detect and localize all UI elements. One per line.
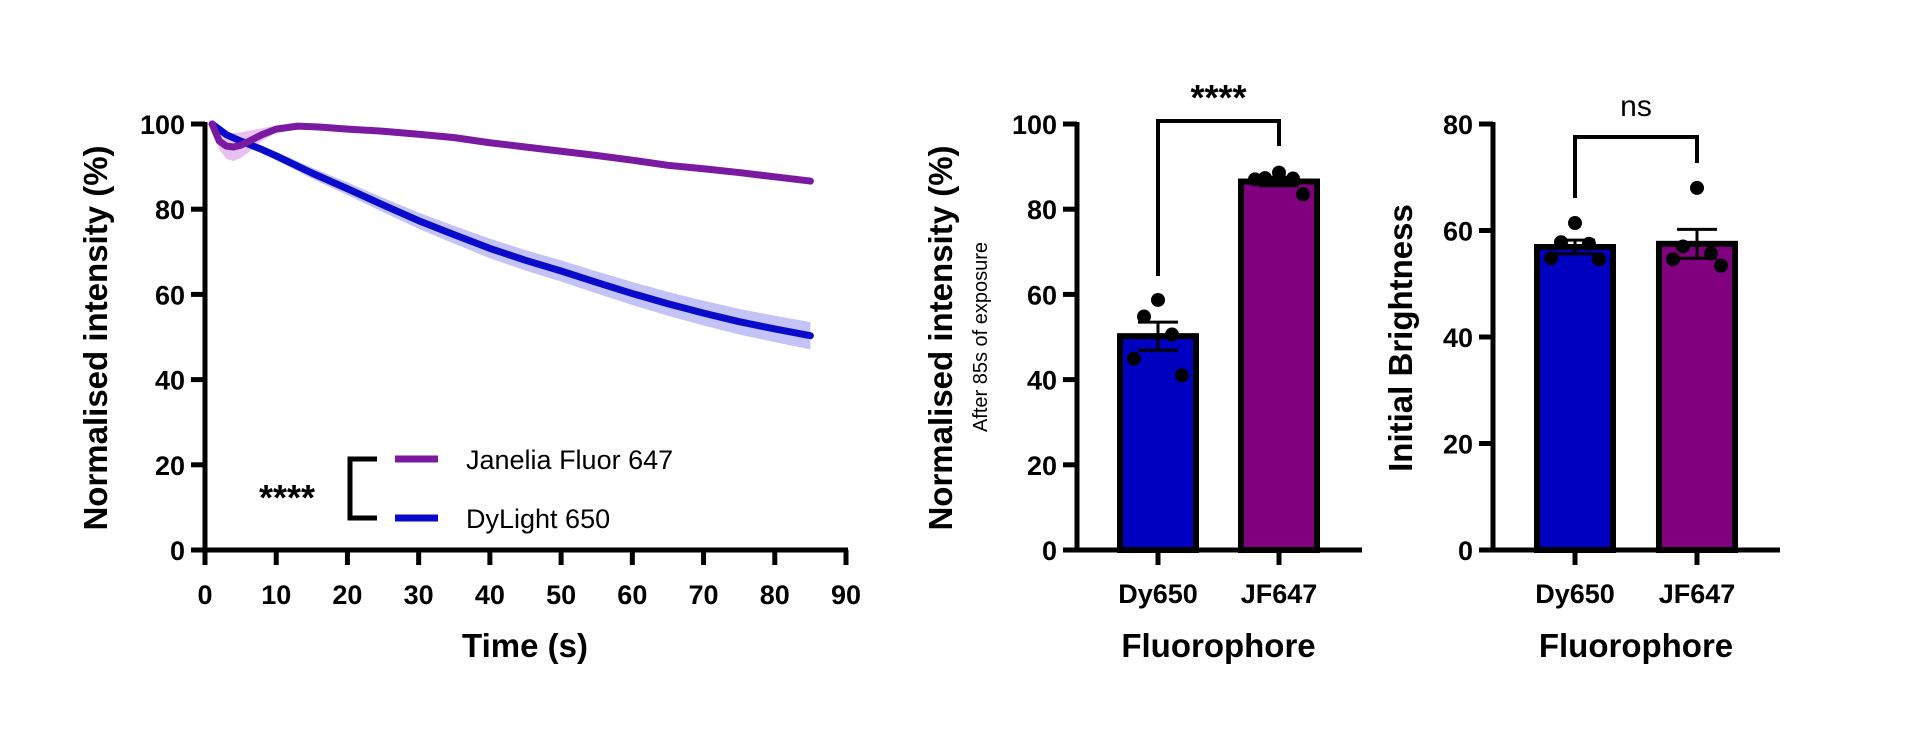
data-point	[1714, 258, 1728, 273]
bar-JF647	[1238, 178, 1320, 553]
y-tick-label: 80	[1027, 195, 1057, 225]
y-tick-label: 40	[155, 366, 185, 396]
bar-Dy650	[1117, 333, 1199, 554]
x-tick-label: 80	[760, 580, 790, 610]
x-tick-label: Dy650	[1535, 579, 1615, 609]
significance-label: ****	[259, 477, 315, 518]
bar-chart-2: Dy650 JF647 0 20 40 60 80 Fluorophore Initial Br…	[1382, 90, 1780, 664]
y-tick-label: 60	[1027, 280, 1057, 310]
data-point	[1286, 171, 1300, 186]
bar-Dy650	[1534, 244, 1616, 553]
y-tick-label: 60	[1443, 217, 1473, 247]
y-tick-label: 0	[1042, 536, 1057, 566]
legend-label-0: Janelia Fluor 647	[466, 445, 673, 475]
significance-bracket	[347, 456, 377, 521]
error-band-1	[212, 124, 811, 350]
x-tick-label: JF647	[1659, 579, 1736, 609]
x-tick-label: 20	[332, 580, 362, 610]
x-tick-label: 60	[617, 580, 647, 610]
x-tick-label: JF647	[1241, 579, 1318, 609]
y-axis-title: Normalised intensity (%)	[922, 145, 959, 530]
data-point	[1151, 292, 1165, 307]
data-point	[1554, 235, 1568, 250]
y-tick-label: 60	[155, 280, 185, 310]
x-tick-label: 30	[404, 580, 434, 610]
data-point	[1676, 239, 1690, 254]
y-tick-label: 100	[140, 110, 185, 140]
data-point	[1592, 252, 1606, 267]
significance-label: ****	[1190, 77, 1246, 118]
y-tick-label: 100	[1012, 110, 1057, 140]
y-tick-label: 40	[1443, 323, 1473, 353]
y-axis-title: Initial Brightness	[1382, 204, 1419, 472]
bar-JF647	[1656, 240, 1738, 553]
y-tick-label: 0	[170, 536, 185, 566]
significance-bracket	[1156, 119, 1281, 276]
data-point	[1690, 180, 1704, 195]
data-point	[1248, 172, 1262, 187]
data-point	[1666, 252, 1680, 267]
data-point	[1704, 246, 1718, 261]
data-point	[1544, 251, 1558, 266]
x-tick-label: 50	[546, 580, 576, 610]
x-axis-title: Time (s)	[462, 627, 588, 664]
data-point	[1127, 351, 1141, 366]
series-line-0	[208, 120, 814, 185]
legend-label-1: DyLight 650	[466, 504, 610, 534]
significance-bracket	[1573, 135, 1699, 198]
y-tick-label: 20	[155, 451, 185, 481]
bar-chart-1: Dy650 JF647 0 20 40 60 80 100 Fluorophore Normali…	[922, 77, 1362, 664]
x-tick-label: 90	[831, 580, 861, 610]
data-point	[1137, 309, 1151, 324]
y-tick-label: 20	[1027, 451, 1057, 481]
significance-label: ns	[1620, 90, 1652, 123]
y-tick-label: 40	[1027, 366, 1057, 396]
x-axis-title: Fluorophore	[1121, 627, 1315, 664]
data-point	[1165, 327, 1179, 342]
data-point	[1568, 216, 1582, 231]
y-tick-label: 80	[1443, 110, 1473, 140]
data-point	[1296, 187, 1310, 202]
x-tick-label: 40	[475, 580, 505, 610]
data-point	[1175, 368, 1189, 383]
x-tick-label: 0	[197, 580, 212, 610]
data-point	[1272, 165, 1286, 180]
series-line-1	[208, 120, 814, 340]
y-tick-label: 80	[155, 195, 185, 225]
line-chart: 0 20 40 60 80 100 0 10 20 30 40 50 60 70 80 90 Time (s) N…	[77, 110, 861, 664]
y-tick-label: 20	[1443, 430, 1473, 460]
x-axis-title: Fluorophore	[1539, 627, 1733, 664]
x-tick-label: Dy650	[1118, 579, 1198, 609]
x-tick-label: 10	[261, 580, 291, 610]
y-axis-title: Normalised intensity (%)	[77, 145, 114, 530]
x-tick-label: 70	[689, 580, 719, 610]
data-point	[1582, 236, 1596, 251]
y-axis-subtitle: After 85s of exposure	[970, 242, 992, 432]
y-tick-label: 0	[1458, 536, 1473, 566]
